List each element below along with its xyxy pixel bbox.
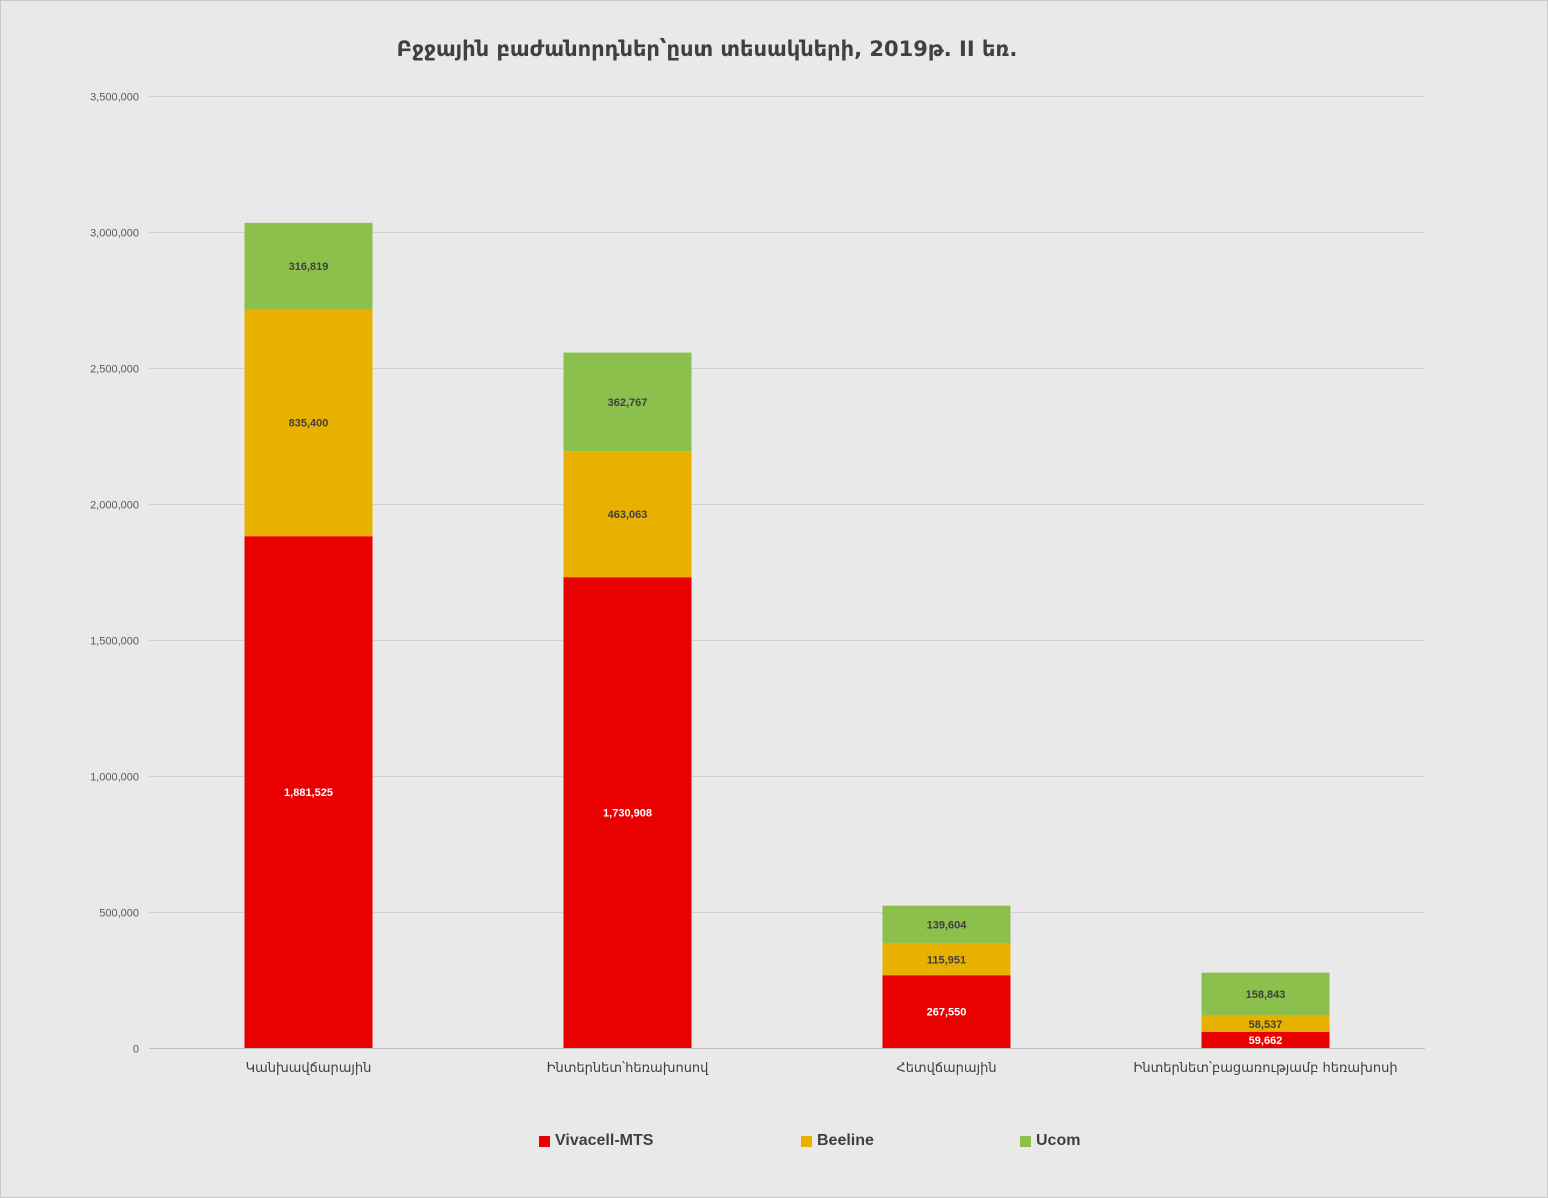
bar-vivacell-mts (563, 577, 692, 1048)
legend-swatch (539, 1135, 550, 1147)
legend-item: Beeline (801, 1129, 874, 1153)
bar-ucom (563, 352, 692, 452)
bar-beeline (563, 451, 692, 578)
data-label: 362,767 (608, 397, 648, 409)
legend-label: Ucom (1036, 1132, 1081, 1149)
bar-beeline (244, 308, 373, 537)
bar-beeline (882, 943, 1011, 976)
y-tick-label: 1,500,000 (90, 636, 139, 648)
data-label: 1,881,525 (284, 787, 333, 799)
data-label: 267,550 (927, 1007, 967, 1019)
legend-item: Vivacell-MTS (539, 1129, 653, 1153)
data-label: 139,604 (927, 920, 968, 932)
data-label: 115,951 (927, 954, 966, 966)
y-tick-label: 2,000,000 (90, 500, 139, 512)
bar-vivacell-mts (1201, 1031, 1330, 1048)
data-label: 835,400 (289, 418, 329, 430)
x-tick-label: Կանխավճարային (246, 1061, 372, 1076)
bar-vivacell-mts (244, 536, 373, 1048)
y-tick-label: 3,500,000 (90, 92, 139, 104)
data-label: 58,537 (1249, 1019, 1283, 1031)
data-label: 158,843 (1246, 989, 1286, 1001)
bar-vivacell-mts (882, 975, 1011, 1048)
legend-label: Beeline (817, 1132, 874, 1149)
x-tick-label: Ինտերնետ՝հեռախոսով (547, 1061, 710, 1076)
data-label: 316,819 (289, 261, 329, 273)
y-tick-label: 500,000 (99, 908, 139, 920)
bar-ucom (244, 222, 373, 309)
y-tick-label: 3,000,000 (90, 228, 139, 240)
bar-ucom (882, 905, 1011, 944)
y-tick-label: 2,500,000 (90, 364, 139, 376)
legend-swatch (1020, 1135, 1031, 1147)
x-tick-label: Հետվճարային (896, 1061, 996, 1076)
bar-ucom (1201, 972, 1330, 1016)
legend-label: Vivacell-MTS (555, 1132, 654, 1149)
legend-swatch (801, 1135, 812, 1147)
data-label: 463,063 (608, 509, 648, 521)
x-tick-label: Ինտերնետ՝բացառությամբ հեռախոսի (1133, 1061, 1397, 1076)
y-tick-label: 1,000,000 (90, 772, 139, 784)
legend-item: Ucom (1020, 1129, 1080, 1153)
y-tick-label: 0 (133, 1044, 139, 1056)
bar-beeline (1201, 1015, 1330, 1032)
legend: Vivacell-MTS Beeline Ucom (1, 1129, 1548, 1153)
chart-title: Բջջային բաժանորդներ՝ըստ տեսակների, 2019թ… (396, 37, 1018, 61)
data-label: 59,662 (1249, 1035, 1283, 1047)
data-label: 1,730,908 (603, 808, 652, 820)
